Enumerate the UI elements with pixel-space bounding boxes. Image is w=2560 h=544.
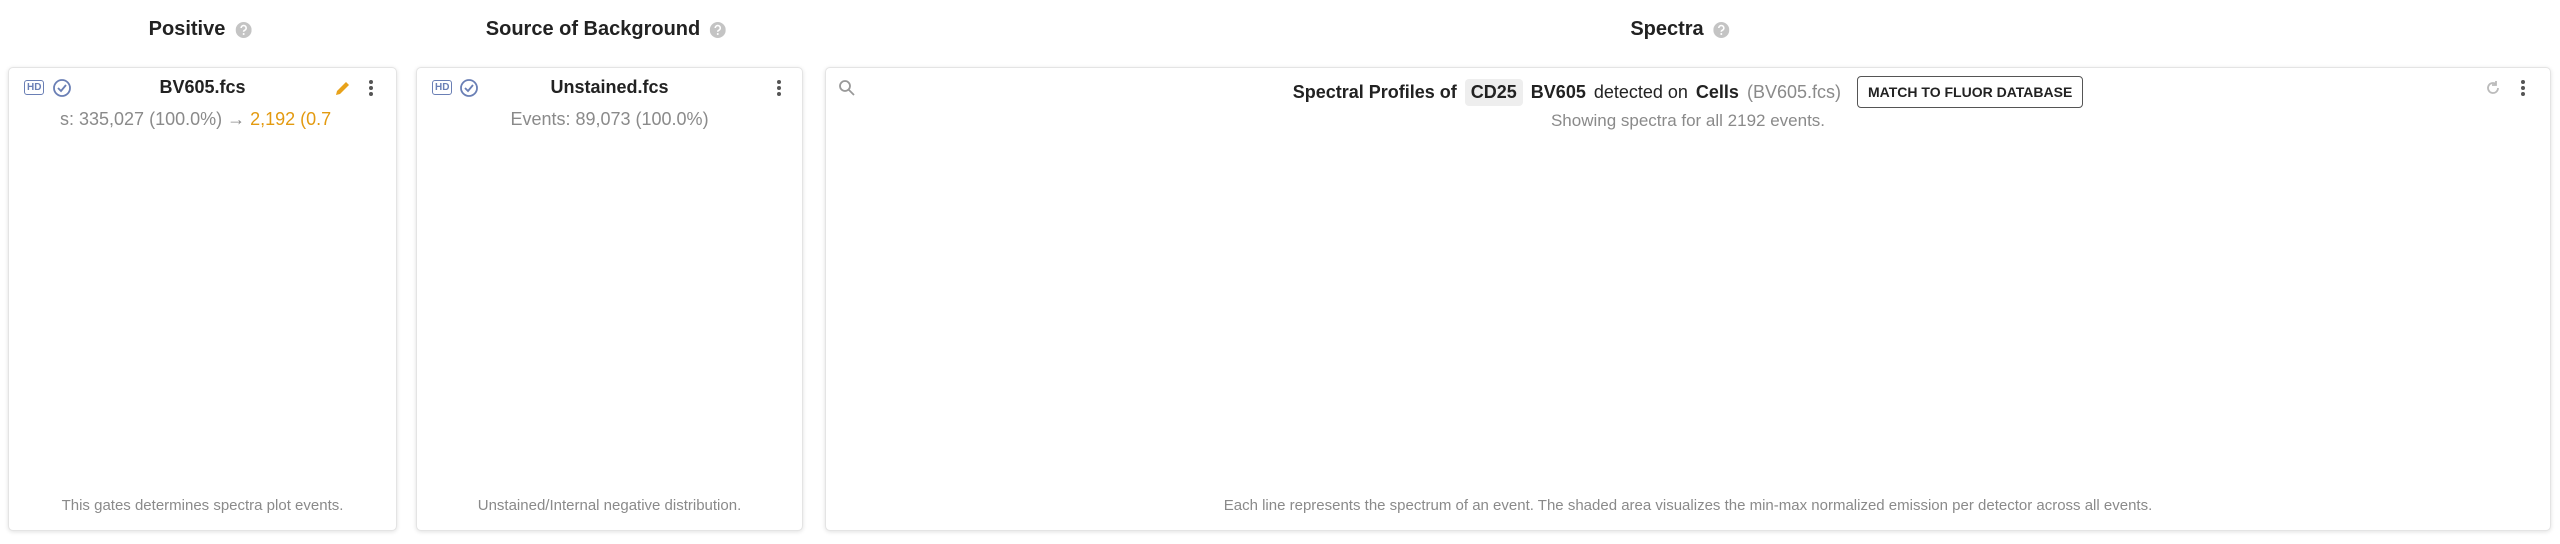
menu-icon[interactable] xyxy=(772,78,786,98)
gated-count: 2,192 (0.7 xyxy=(250,109,332,129)
help-icon[interactable] xyxy=(235,21,252,38)
population: Cells xyxy=(1695,81,1739,102)
title-text: Spectral Profiles of xyxy=(1292,81,1457,102)
match-button[interactable]: MATCH TO FLUOR DATABASE xyxy=(1857,76,2084,108)
header-text: Source of Background xyxy=(485,18,701,40)
event-summary: s: 335,027 (100.0%) → 2,192 (0.7 xyxy=(60,109,397,130)
menu-icon[interactable] xyxy=(364,78,378,98)
header-text: Spectra xyxy=(1630,18,1704,40)
caption: Unstained/Internal negative distribution… xyxy=(477,497,742,514)
section-header: Source of Background xyxy=(485,18,727,41)
spectra-subtitle: Showing spectra for all 2192 events. xyxy=(1550,111,1826,130)
caption: Each line represents the spectrum of an … xyxy=(1223,497,2153,514)
spectra-card xyxy=(825,67,2551,531)
section-header: Positive xyxy=(149,18,252,41)
background-card xyxy=(416,67,803,531)
caption: This gates determines spectra plot event… xyxy=(61,497,344,514)
edit-icon[interactable] xyxy=(333,78,353,98)
title-text: detected on xyxy=(1593,81,1688,102)
hd-badge[interactable]: HD xyxy=(432,80,453,95)
search-icon[interactable] xyxy=(838,79,856,97)
file-name: Unstained.fcs xyxy=(550,77,669,97)
file-name: BV605.fcs xyxy=(159,77,246,97)
spectra-title: Spectral Profiles of CD25 BV605 detected… xyxy=(825,74,2551,110)
help-icon[interactable] xyxy=(1713,21,1730,38)
check-icon[interactable] xyxy=(52,78,72,98)
event-summary: Events: 89,073 (100.0%) xyxy=(510,109,709,129)
check-icon[interactable] xyxy=(459,78,479,98)
summary-text: s: 335,027 (100.0%) → xyxy=(60,109,246,129)
header-text: Positive xyxy=(148,18,226,40)
refresh-icon[interactable] xyxy=(2484,79,2502,97)
menu-icon[interactable] xyxy=(2516,78,2530,98)
hd-badge[interactable]: HD xyxy=(24,80,45,95)
file-name: (BV605.fcs) xyxy=(1746,81,1841,102)
help-icon[interactable] xyxy=(710,21,727,38)
fluor: BV605 xyxy=(1530,81,1586,102)
marker-chip: CD25 xyxy=(1464,78,1523,106)
positive-card xyxy=(8,67,397,531)
section-header: Spectra xyxy=(1630,18,1730,41)
